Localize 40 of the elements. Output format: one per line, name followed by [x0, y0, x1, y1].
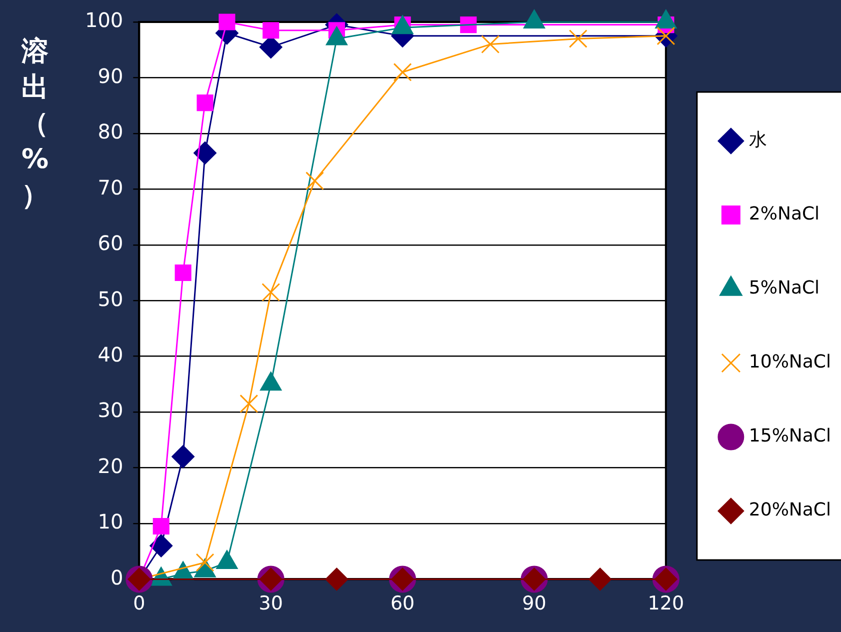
legend-label: 10%NaCl [748, 352, 832, 373]
x-tick-label: 30 [258, 592, 283, 615]
point [174, 264, 192, 282]
x-tick-label: 90 [522, 592, 546, 615]
y-tick-label: 70 [98, 175, 124, 200]
legend-label: 5%NaCl [748, 278, 820, 299]
point [568, 29, 588, 48]
point [262, 283, 280, 302]
point [240, 394, 258, 413]
y-tick-label: 50 [98, 286, 124, 311]
point [393, 62, 412, 82]
legend-label: 20%NaCl [748, 500, 832, 521]
point [196, 94, 214, 112]
point [262, 22, 280, 39]
point [325, 568, 348, 591]
y-tick-label: 80 [98, 120, 124, 144]
legend-label: 水 [748, 130, 767, 151]
x-tick-label: 60 [390, 592, 415, 615]
point [588, 568, 612, 591]
point [150, 534, 173, 558]
y-axis-title: 溶出（%） [20, 35, 50, 213]
y-tick-label: 100 [84, 8, 124, 32]
y-tick-label: 40 [98, 342, 124, 367]
point [306, 172, 324, 190]
y-tick-label: 20 [98, 454, 124, 478]
point [172, 445, 195, 468]
point [218, 14, 236, 30]
point [194, 141, 217, 164]
point [152, 518, 170, 535]
legend-label: 2%NaCl [748, 204, 820, 225]
y-tick-label: 30 [98, 398, 124, 422]
y-tick-label: 0 [110, 565, 124, 590]
legend-label: 15%NaCl [748, 426, 832, 447]
x-tick-label: 120 [648, 592, 684, 615]
point [460, 16, 477, 34]
y-tick-label: 60 [98, 231, 124, 256]
point [481, 35, 500, 54]
x-tick-label: 0 [133, 592, 146, 615]
y-tick-label: 90 [98, 64, 124, 88]
y-tick-label: 10 [98, 510, 124, 534]
